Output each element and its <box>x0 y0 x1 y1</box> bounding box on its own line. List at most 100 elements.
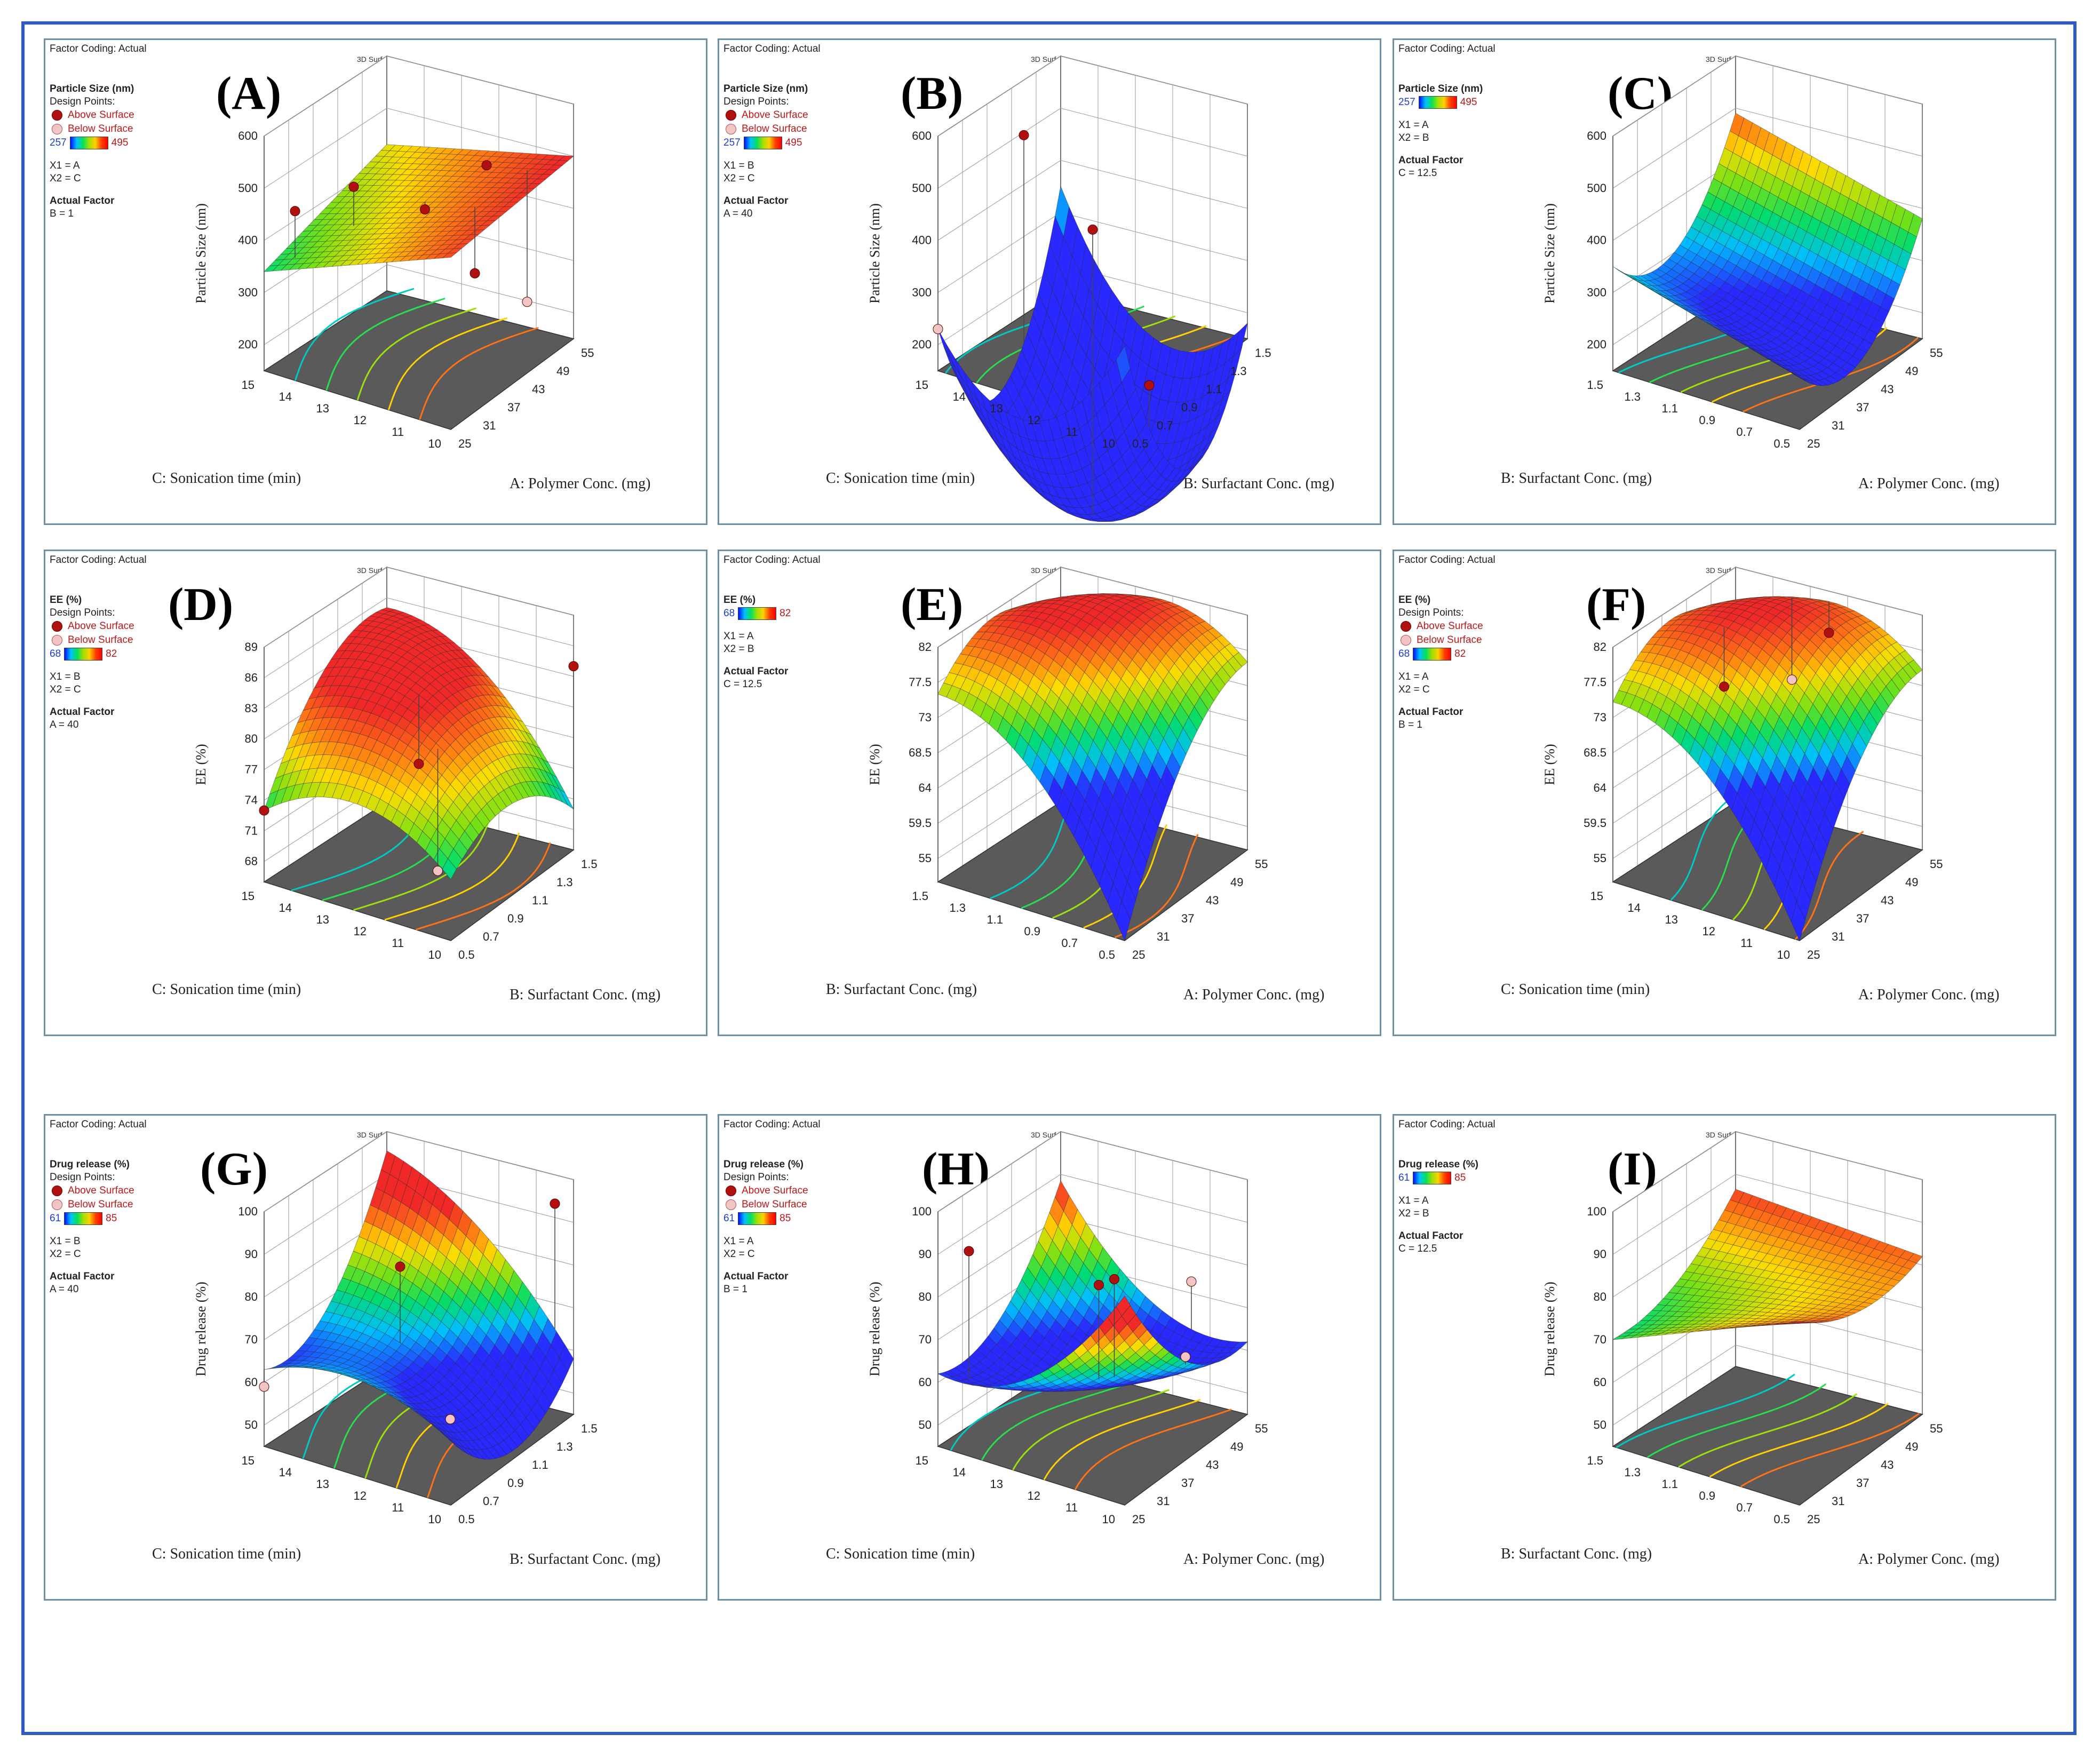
panel-letter: (B) <box>901 68 964 120</box>
x-tick-label: 25 <box>1807 1513 1820 1526</box>
color-scale-min: 257 <box>1398 97 1415 108</box>
actual-factor-label: Actual Factor <box>1398 155 1463 166</box>
design-points-label: Design Points: <box>1398 607 1464 618</box>
y-tick-label: 12 <box>354 1489 367 1502</box>
color-scale: 61 85 <box>723 1212 808 1226</box>
x-tick-label: 37 <box>1181 1476 1194 1490</box>
color-scale-bar <box>69 137 108 149</box>
y-tick-label: 10 <box>1102 1513 1115 1526</box>
surface-plot: 55 59.5 64 68.5 73 77.5 82 EE (%) 25 31 37 43 49 55 A:… <box>1501 566 1999 1003</box>
surface-plot: 50 60 70 80 90 100 Drug release (%) 25 31 37 43 49 5… <box>826 1131 1324 1568</box>
x-tick-label: 55 <box>581 346 594 360</box>
actual-factor-label: Actual Factor <box>723 1271 789 1282</box>
factor-coding-label: Factor Coding: Actual <box>50 1119 147 1130</box>
x1-assignment: X1 = A <box>50 160 80 171</box>
below-surface-label: Below Surface <box>742 1199 807 1210</box>
chart-panel-D: Factor Coding: Actual 3D Surface (D) EE (%)… <box>44 550 707 1036</box>
below-surface-label: Below Surface <box>68 634 133 646</box>
y-tick-label: 0.7 <box>1736 425 1753 439</box>
actual-factor-value: B = 1 <box>723 1284 747 1295</box>
design-point-above <box>568 661 579 672</box>
y-tick-label: 13 <box>990 1477 1003 1491</box>
x-tick-label: 43 <box>1881 1458 1894 1471</box>
z-tick-label: 59.5 <box>1584 816 1606 830</box>
x-tick-label: 37 <box>507 401 520 414</box>
z-tick-label: 50 <box>245 1418 258 1431</box>
z-tick-label: 59.5 <box>909 816 932 830</box>
actual-factor-label: Actual Factor <box>50 1271 115 1282</box>
z-axis-label: EE (%) <box>867 744 882 785</box>
z-tick-label: 70 <box>1594 1333 1606 1346</box>
x-tick-label: 31 <box>1157 930 1170 943</box>
below-surface-label: Below Surface <box>68 123 133 134</box>
y-tick-label: 10 <box>428 1513 441 1526</box>
x2-assignment: X2 = C <box>50 684 81 695</box>
x-tick-label: 37 <box>1856 401 1869 414</box>
design-point-above <box>1109 1274 1119 1284</box>
y-tick-label: 0.7 <box>1061 936 1078 950</box>
y-tick-label: 13 <box>316 402 329 415</box>
color-scale-min: 61 <box>50 1213 61 1224</box>
response-surface <box>1612 113 1923 386</box>
y-tick-label: 1.5 <box>1587 1454 1603 1467</box>
above-surface-label: Above Surface <box>68 621 134 632</box>
x-tick-label: 25 <box>1807 437 1820 450</box>
design-point-above <box>290 206 300 217</box>
y-tick-label: 0.5 <box>1099 948 1115 961</box>
z-tick-label: 60 <box>1594 1375 1606 1389</box>
y-tick-label: 12 <box>1703 925 1715 938</box>
design-point-below <box>1180 1351 1191 1362</box>
z-tick-label: 400 <box>1587 234 1606 247</box>
y-axis-label: C: Sonication time (min) <box>152 1546 301 1562</box>
color-scale-bar <box>64 648 103 661</box>
y-tick-label: 10 <box>1777 948 1790 961</box>
factor-coding-label: Factor Coding: Actual <box>1398 1119 1496 1130</box>
x2-assignment: X2 = B <box>723 643 754 655</box>
design-point-below <box>1787 674 1797 685</box>
y-tick-label: 1.1 <box>1661 1477 1678 1491</box>
z-tick-label: 600 <box>912 129 932 142</box>
y-tick-label: 1.5 <box>912 889 928 903</box>
x-tick-label: 25 <box>458 437 471 450</box>
design-points-label: Design Points: <box>723 1172 789 1183</box>
z-tick-label: 73 <box>919 711 932 724</box>
design-point-above <box>420 204 430 214</box>
chart-panel-B: Factor Coding: Actual 3D Surface (B) Partic… <box>718 38 1381 525</box>
color-scale-max: 495 <box>1460 97 1477 108</box>
above-surface-marker <box>52 1186 62 1196</box>
design-points-label: Design Points: <box>50 607 115 618</box>
x2-assignment: X2 = C <box>1398 684 1430 695</box>
chart-legend: Particle Size (nm) Design Points: Above Su… <box>50 83 134 220</box>
z-tick-label: 300 <box>912 285 932 299</box>
floor-contours <box>294 288 539 420</box>
color-scale-min: 61 <box>1398 1172 1410 1183</box>
response-name: EE (%) <box>723 594 756 606</box>
x-tick-label: 49 <box>1905 1440 1918 1453</box>
below-surface-marker <box>52 124 62 134</box>
design-points-label: Design Points: <box>50 1172 115 1183</box>
surface-plot: 50 60 70 80 90 100 Drug release (%) 0.5 0.7 0.9 1.… <box>152 1131 661 1568</box>
x2-assignment: X2 = C <box>50 1248 81 1260</box>
chart-legend: Particle Size (nm) Design Points: Above Su… <box>723 83 808 220</box>
y-tick-label: 15 <box>242 378 254 392</box>
color-scale-max: 85 <box>106 1213 117 1224</box>
z-tick-label: 100 <box>238 1205 258 1218</box>
panel-letter: (D) <box>168 579 234 631</box>
chart-panel-F: Factor Coding: Actual 3D Surface (F) EE (%)… <box>1393 550 2056 1036</box>
y-tick-label: 1.5 <box>1587 378 1603 392</box>
y-tick-label: 0.7 <box>1736 1501 1753 1514</box>
y-tick-label: 14 <box>1628 901 1641 914</box>
panel-letter: (I) <box>1608 1143 1657 1195</box>
response-name: Particle Size (nm) <box>50 83 134 94</box>
z-tick-label: 80 <box>245 1290 258 1303</box>
floor-contours <box>1616 1373 1920 1487</box>
x-tick-label: 31 <box>483 419 496 432</box>
z-axis-label: Drug release (%) <box>867 1282 882 1377</box>
y-tick-label: 11 <box>1065 425 1078 439</box>
y-axis-label: C: Sonication time (min) <box>1501 981 1650 998</box>
color-scale-bar <box>1413 1172 1452 1184</box>
z-tick-label: 60 <box>919 1375 932 1389</box>
color-scale-max: 82 <box>1454 648 1466 659</box>
response-surface <box>264 607 574 880</box>
x2-assignment: X2 = B <box>1398 1208 1429 1219</box>
